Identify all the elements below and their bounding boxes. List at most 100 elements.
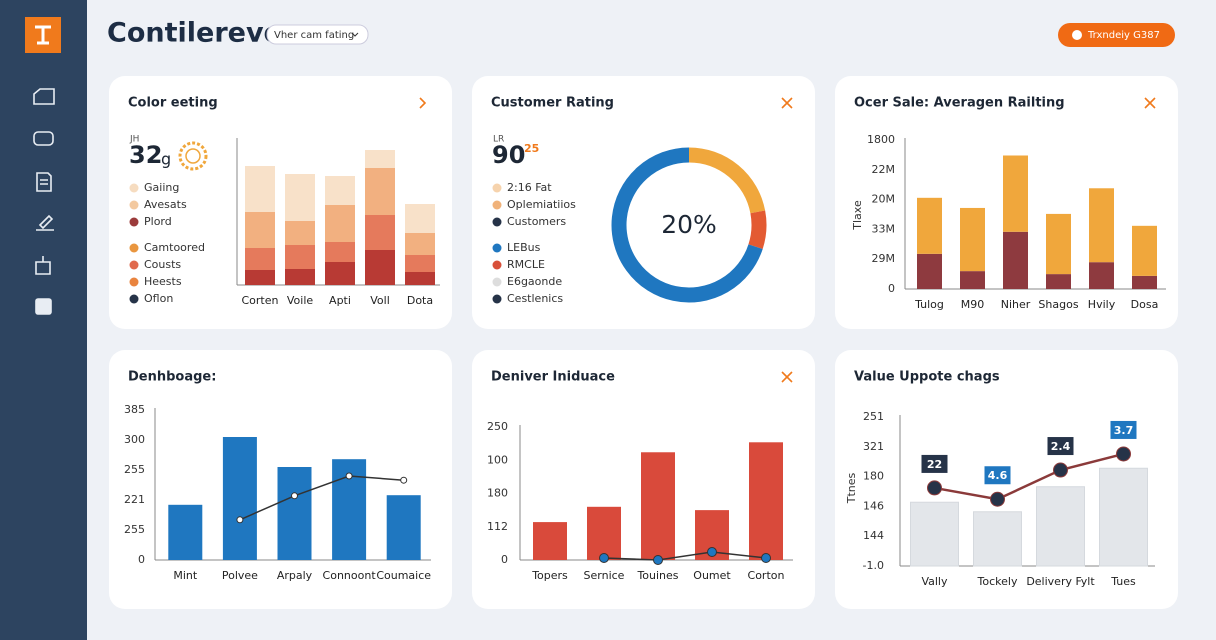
panel-title: Color eeting (128, 96, 218, 111)
bar-segment (365, 250, 395, 285)
y-tick-label: 251 (863, 410, 884, 423)
legend-dot (129, 183, 139, 193)
x-tick-label: Tues (1110, 575, 1136, 588)
y-tick-label: 33M (872, 222, 896, 235)
bar-segment (1046, 213, 1071, 275)
x-tick-label: Dota (407, 294, 433, 307)
bar-segment (960, 207, 985, 272)
nav-edit[interactable] (36, 214, 54, 231)
y-tick-label: 221 (124, 493, 145, 506)
y-axis-label: Ttnes (845, 472, 858, 504)
bar-segment (1003, 231, 1028, 289)
value-label-box (1110, 420, 1137, 439)
dropdown-caret (351, 32, 359, 37)
y-tick-label: 29M (872, 252, 896, 265)
bar-segment (365, 168, 395, 215)
kpi-unit: g (161, 150, 171, 169)
sidebar (0, 0, 87, 640)
expand-icon[interactable] (419, 97, 427, 109)
bar (222, 437, 257, 560)
y-tick-label: 100 (487, 453, 508, 466)
value-label-box (921, 454, 948, 473)
y-tick-label: 321 (863, 440, 884, 453)
bar-segment (405, 204, 435, 233)
y-tick-label: 180 (863, 470, 884, 483)
donut-center: 20% (661, 210, 717, 239)
bar-segment (960, 271, 985, 289)
bar-segment (405, 255, 435, 272)
y-axis-label: Tlaxe (851, 200, 864, 231)
card (472, 76, 815, 329)
line-point (236, 516, 244, 524)
x-tick-label: Corton (748, 569, 785, 582)
app-title: Contilereve (107, 18, 282, 49)
dropdown[interactable] (266, 24, 369, 45)
legend-dot (129, 243, 139, 253)
bar-segment (325, 205, 355, 242)
x-tick-label: Mint (173, 569, 198, 582)
kpi-label: JH (129, 135, 139, 145)
line-point (927, 480, 942, 496)
x-tick-label: Coumaice (376, 569, 431, 582)
close-icon[interactable] (1144, 97, 1156, 109)
x-tick-label: Sernice (584, 569, 625, 582)
legend-label: Plord (144, 215, 172, 228)
legend-label: LEBus (507, 241, 541, 254)
close-icon[interactable] (781, 371, 793, 383)
legend-label: Camtoored (144, 241, 205, 254)
nav-doc[interactable] (36, 172, 52, 192)
bar (973, 511, 1022, 567)
logo-mark (35, 25, 51, 45)
nav-export[interactable] (35, 256, 51, 275)
legend-label: Avesats (144, 198, 187, 211)
y-tick-label: 112 (487, 520, 508, 533)
nav-file[interactable] (35, 298, 52, 315)
x-tick-label: Corten (242, 294, 279, 307)
y-tick-label: 22M (872, 163, 896, 176)
y-tick-label: 250 (487, 420, 508, 433)
close-icon[interactable] (781, 97, 793, 109)
legend-label: E6gaonde (507, 275, 562, 288)
bar-segment (405, 233, 435, 255)
badge-icon (1072, 30, 1082, 40)
legend-label: 2:16 Fat (507, 181, 552, 194)
bar-segment (917, 197, 942, 254)
nav-box[interactable] (33, 131, 54, 146)
x-tick-label: Arpaly (277, 569, 313, 582)
badge[interactable] (1058, 23, 1175, 47)
x-tick-label: Tulog (914, 298, 944, 311)
nav-home[interactable] (33, 88, 55, 105)
bar-segment (1132, 275, 1157, 289)
legend-dot (129, 200, 139, 210)
bar-segment (917, 253, 942, 289)
y-tick-label: 255 (124, 523, 145, 536)
bar-segment (1089, 262, 1114, 289)
x-tick-label: Polvee (222, 569, 258, 582)
panel-title: Deniver Iniduace (491, 370, 615, 385)
x-tick-label: M90 (961, 298, 985, 311)
line-point (990, 491, 1005, 507)
x-tick-label: Apti (329, 294, 351, 307)
panel-title: Denhboage: (128, 370, 216, 385)
line-point (291, 492, 298, 500)
kpi-ring (178, 141, 208, 171)
legend-dot (129, 217, 139, 227)
bar (277, 467, 312, 560)
y-tick-label: 255 (124, 463, 145, 476)
panel-title: Value Uppote chags (854, 370, 1000, 385)
value-label: 22 (927, 458, 942, 471)
legend-label: Cestlenics (507, 292, 563, 305)
bar (587, 506, 621, 560)
kpi-value: 32 (129, 141, 162, 169)
bar-segment (1003, 155, 1028, 232)
x-tick-label: Connoont (323, 569, 377, 582)
value-label-box (1047, 437, 1074, 456)
line-point (400, 476, 408, 484)
badge-label: Trxndeiy G387 (1087, 30, 1160, 41)
line-point (599, 553, 609, 564)
x-tick-label: Tockely (977, 575, 1018, 588)
legend-dot (492, 294, 502, 304)
line-point (707, 547, 717, 558)
x-tick-label: Niher (1001, 298, 1031, 311)
